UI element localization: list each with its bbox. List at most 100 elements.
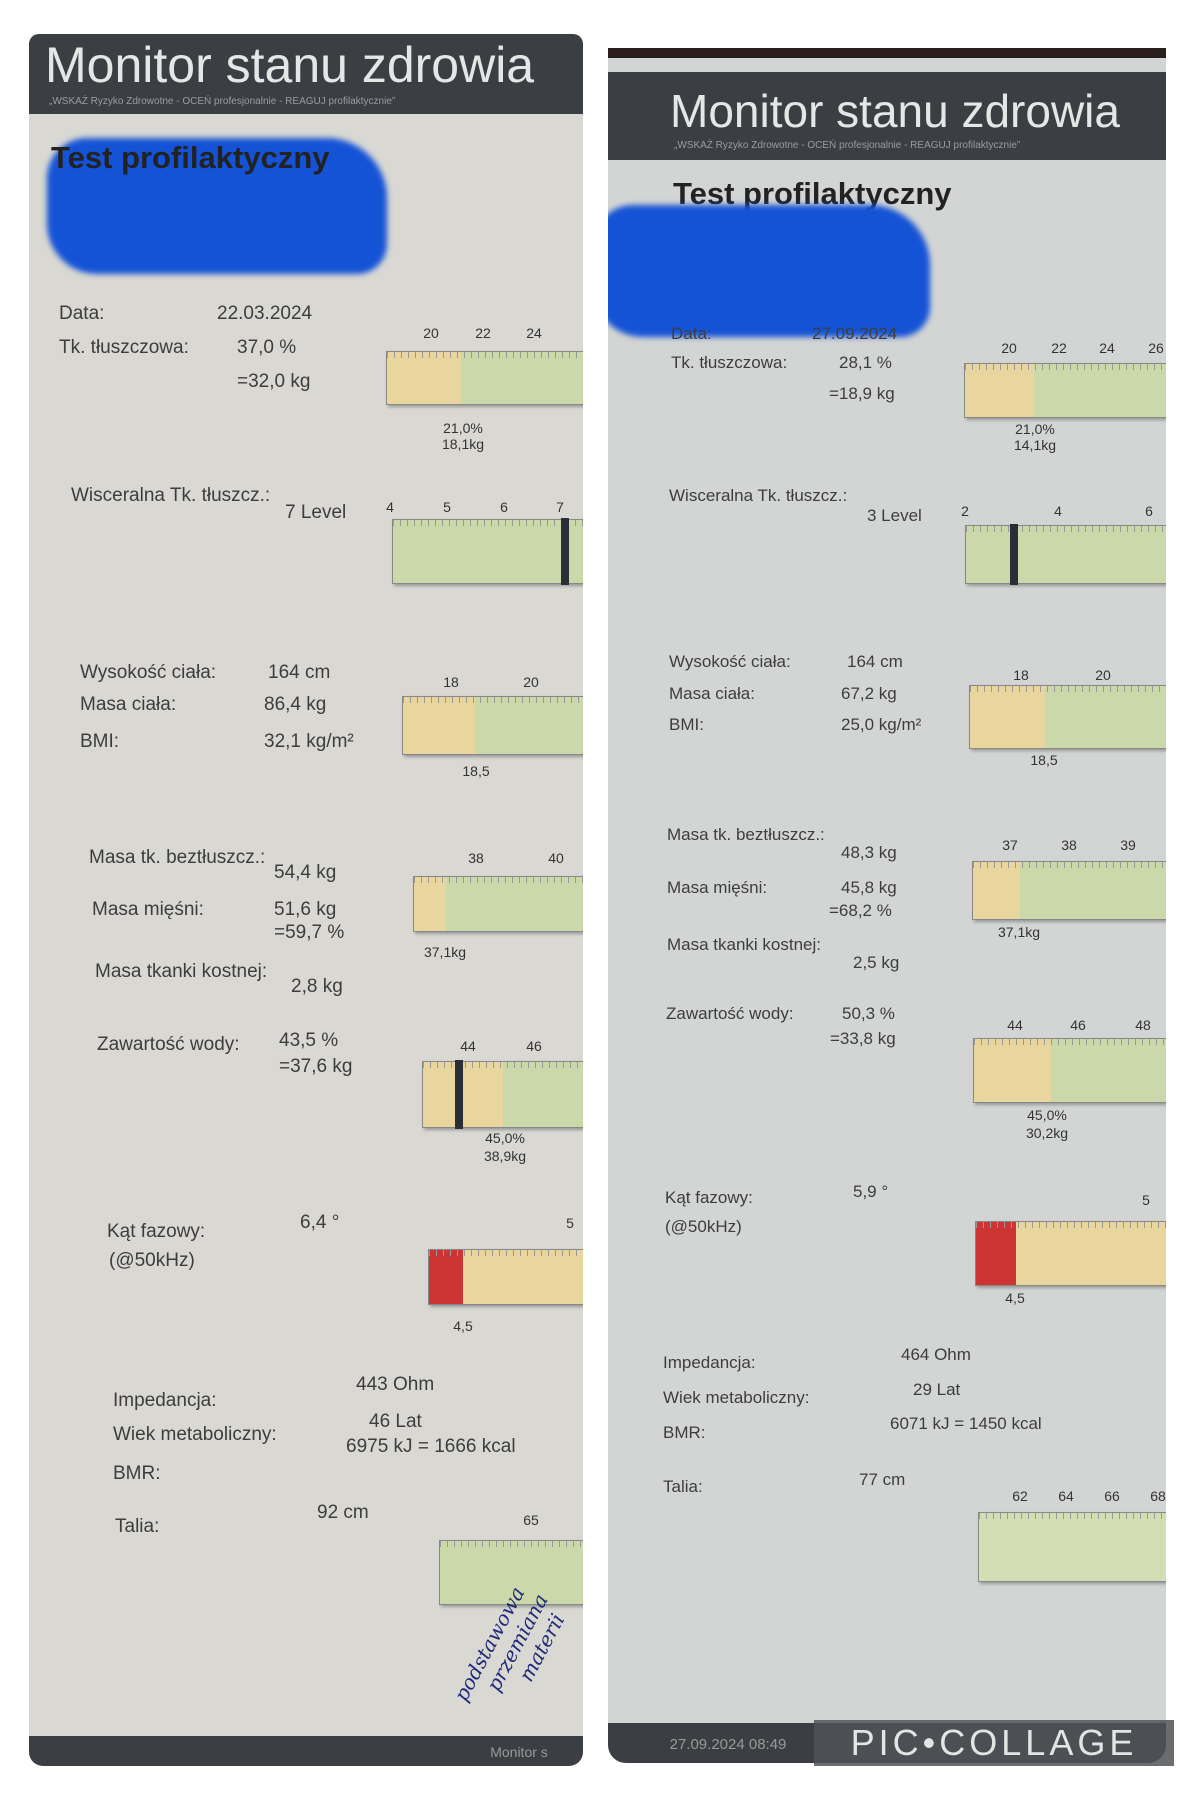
meta-age-label: Wiek metaboliczny: [113,1424,277,1445]
report-tagline: „WSKAŻ Ryzyko Zdrowotne - OCEŃ profesjon… [49,96,396,107]
lean-ref: 37,1kg [997,924,1041,940]
scale-tick: 5 [443,499,451,515]
water-ref-pct: 45,0% [485,1130,525,1146]
bmi-ref: 18,5 [1030,752,1058,768]
bmi-ref: 18,5 [462,763,490,779]
visceral-scale-bar [965,524,1166,585]
scale-tick: 5 [566,1215,574,1231]
report-footer: Monitor s [29,1736,583,1766]
scale-tick: 46 [526,1038,542,1054]
scale-tick: 37 [1002,837,1018,853]
scale-tick: 38 [468,850,484,866]
scale-tick: 24 [526,325,542,341]
waist-value: 77 cm [859,1470,906,1489]
water-label: Zawartość wody: [666,1004,794,1023]
meta-age-value: 29 Lat [913,1380,961,1399]
scale-tick: 40 [548,850,564,866]
bone-label: Masa tkanki kostnej: [667,935,822,954]
phase-value: 6,4 ° [300,1212,340,1233]
bmi-label: BMI: [669,715,704,734]
test-heading: Test profilaktyczny [51,140,330,175]
scale-tick: 68 [1150,1488,1166,1504]
fat-kg-value: =32,0 kg [237,371,311,392]
water-ref-pct: 45,0% [1027,1107,1067,1123]
report-left: Monitor stanu zdrowia „WSKAŻ Ryzyko Zdro… [29,34,583,1766]
bmr-label: BMR: [663,1423,706,1442]
mass-value: 86,4 kg [264,694,327,715]
visceral-value: 3 Level [867,506,922,525]
paper-edge [608,48,1166,58]
visceral-scale-bar [392,518,583,585]
phase-ref: 4,5 [453,1318,473,1334]
bone-label: Masa tkanki kostnej: [95,961,268,982]
phase-label: Kąt fazowy: [107,1221,206,1242]
date-label: Data: [59,303,105,324]
bmi-scale-bar [402,696,583,755]
scale-tick: 22 [475,325,491,341]
scale-tick: 44 [460,1038,476,1054]
waist-label: Talia: [663,1477,703,1496]
scale-tick: 7 [556,499,564,515]
muscle-kg-value: 45,8 kg [841,878,897,897]
fat-pct-value: 37,0 % [237,337,297,358]
waist-label: Talia: [115,1516,160,1537]
bone-value: 2,5 kg [853,953,900,972]
lean-ref: 37,1kg [423,944,467,960]
bone-value: 2,8 kg [291,976,343,997]
scale-tick: 64 [1058,1488,1074,1504]
waist-scale-bar [978,1512,1166,1582]
redaction-scribble [47,138,387,274]
fat-ref-kg: 18,1kg [441,436,485,452]
bmr-value: 6071 kJ = 1450 kcal [890,1414,1042,1433]
scale-tick: 26 [1148,340,1164,356]
water-scale-bar [422,1060,583,1129]
bmi-label: BMI: [80,731,120,752]
scale-tick: 39 [1120,837,1136,853]
report-title: Monitor stanu zdrowia [45,37,535,93]
scale-tick: 65 [523,1512,539,1528]
scale-tick: 46 [1070,1017,1086,1033]
scale-tick: 6 [500,499,508,515]
scale-tick: 66 [1104,1488,1120,1504]
scale-tick: 4 [1054,503,1062,519]
visceral-marker [1010,524,1018,585]
scale-tick: 22 [1051,340,1067,356]
footer-text: Monitor s [490,1744,548,1760]
bmr-value: 6975 kJ = 1666 kcal [346,1436,516,1457]
water-kg-value: =37,6 kg [279,1056,353,1077]
scale-tick: 20 [423,325,439,341]
scale-tick: 18 [1013,667,1029,683]
phase-scale-bar [428,1249,583,1305]
bmi-value: 25,0 kg/m² [841,715,922,734]
water-pct-value: 43,5 % [279,1030,339,1051]
meta-age-label: Wiek metaboliczny: [663,1388,810,1407]
height-label: Wysokość ciała: [669,652,791,671]
height-value: 164 cm [268,662,331,683]
report-tagline: „WSKAŻ Ryzyko Zdrowotne - OCEŃ profesjon… [674,140,1021,151]
lean-scale-bar [413,876,583,932]
waist-value: 92 cm [317,1502,369,1523]
report-header [608,72,1166,160]
mass-label: Masa ciała: [80,694,177,715]
phase-scale-bar [975,1221,1166,1286]
report-right: Monitor stanu zdrowia „WSKAŻ Ryzyko Zdro… [608,48,1166,1763]
redaction-scribble [608,205,930,337]
pic-collage-watermark: PIC•COLLAGE [814,1720,1174,1766]
water-scale-bar [973,1038,1166,1103]
scale-tick: 62 [1012,1488,1028,1504]
waist-scale-bar [439,1540,583,1605]
scale-tick: 4 [386,499,394,515]
water-ref-kg: 38,9kg [483,1148,527,1164]
phase-ref: 4,5 [1005,1290,1025,1306]
muscle-pct-value: =59,7 % [274,922,345,943]
bmi-value: 32,1 kg/m² [264,731,354,752]
lean-scale-bar [972,861,1166,920]
scale-tick: 24 [1099,340,1115,356]
lean-label: Masa tk. beztłuszcz.: [667,825,825,844]
height-label: Wysokość ciała: [80,662,217,683]
water-marker [455,1060,463,1129]
impedance-value: 443 Ohm [356,1374,435,1395]
fat-pct-value: 28,1 % [839,353,892,372]
water-ref-kg: 30,2kg [1025,1125,1069,1141]
fat-ref-kg: 14,1kg [1013,437,1057,453]
